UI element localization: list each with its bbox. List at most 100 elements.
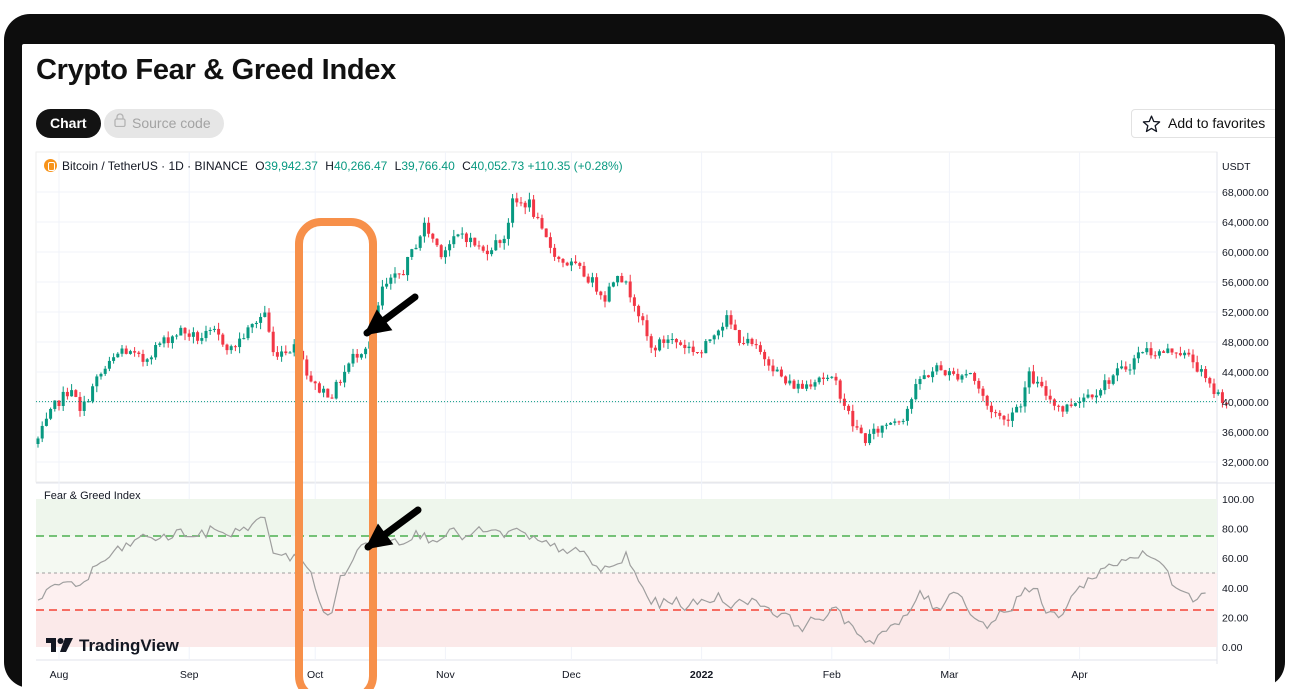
candle-body [1170,348,1174,353]
candle-body [1157,351,1161,356]
open-value: 39,942.37 [264,159,318,173]
candle-body [137,352,141,354]
candle-body [1078,401,1082,404]
candle-body [805,384,809,389]
october-highlight-box [295,218,377,689]
candle-body [1216,392,1220,395]
candle-body [233,346,237,348]
indicator-label[interactable]: Fear & Greed Index [44,490,141,502]
candle-body [1082,397,1086,402]
candle-body [322,388,326,393]
candle-body [95,376,99,387]
candle-body [1195,362,1199,372]
candle-body [292,344,296,353]
candle-body [162,337,166,344]
greed-zone [36,499,1217,536]
candle-body [1103,380,1107,391]
fgi-arrow [364,506,422,551]
candle-body [187,333,191,337]
candle-body [1145,348,1149,353]
candle-body [498,240,502,244]
candle-body [1166,348,1170,353]
candle-body [989,405,993,413]
candle-body [86,401,90,403]
candle-body [868,433,872,444]
candle-body [1002,415,1006,420]
candle-body [380,286,384,306]
candle-body [250,324,254,328]
candle-body [154,345,158,358]
time-tick-label: Feb [823,669,841,681]
candle-body [397,273,401,275]
candle-body [1027,371,1031,388]
candle-body [666,339,670,343]
candle-body [540,218,544,229]
candle-body [149,357,153,360]
candle-body [994,412,998,414]
chart-grid [35,151,1275,664]
candle-body [1061,406,1065,412]
candle-body [208,329,212,331]
candle-body [494,240,498,251]
candle-body [653,347,657,351]
candle-body [771,365,775,372]
price-tick-label: 60,000.00 [1222,247,1269,259]
candle-body [511,198,515,223]
close-value: 40,052.73 [470,159,525,173]
tab-chart[interactable]: Chart [36,109,101,138]
candle-body [628,281,632,298]
candle-body [456,234,460,237]
change-value: +110.35 (+0.28%) [527,159,623,173]
candle-body [1090,394,1094,398]
candle-body [1162,351,1166,353]
price-tick-label: 44,000.00 [1222,367,1269,379]
tradingview-icon [46,637,73,657]
low-key: L [394,159,402,173]
arrow-head [364,523,394,550]
fear-mid-zone [36,573,1217,610]
candle-body [662,339,666,343]
candle-body [649,336,653,348]
candle-body [632,297,636,306]
fgi-tick-label: 60.00 [1222,553,1248,565]
candle-body [359,354,363,358]
candle-body [939,365,943,371]
tab-source-code[interactable]: Source code [104,109,224,138]
candle-body [956,373,960,380]
candle-body [317,383,321,393]
candle-body [847,405,851,411]
candle-body [288,352,292,354]
candle-body [179,327,183,336]
currency-label[interactable]: USDT [1222,161,1251,173]
price-tick-label: 68,000.00 [1222,187,1269,199]
candle-body [884,424,888,426]
candle-body [1141,352,1145,354]
candle-body [1065,404,1069,412]
candle-body [217,328,221,335]
candle-body [897,421,901,423]
candle-body [485,250,489,255]
chart-canvas[interactable]: 68,000.00 64,000.00 60,000.00 56,000.00 52,0… [22,44,1275,689]
high-key: H [325,159,334,173]
add-to-favorites-button[interactable]: Add to favorites [1131,109,1275,138]
candle-body [683,344,687,349]
candle-body [427,222,431,234]
symbol-legend[interactable]: Bitcoin / TetherUS · 1D · BINANCE O39,94… [44,159,623,173]
candle-body [830,376,834,378]
tradingview-logo[interactable]: TradingView [46,636,179,657]
candle-body [393,273,397,278]
candle-body [74,390,78,397]
candle-body [863,433,867,444]
candle-body [267,312,271,332]
candle-body [679,342,683,345]
candle-body [813,382,817,387]
candle-body [1136,352,1140,359]
candle-body [141,353,145,362]
candle-body [834,376,838,381]
candle-body [716,330,720,336]
candle-body [557,256,561,259]
candle-body [548,237,552,248]
candle-body [254,322,258,325]
brand-name: TradingView [79,636,179,655]
candle-body [1086,394,1090,398]
